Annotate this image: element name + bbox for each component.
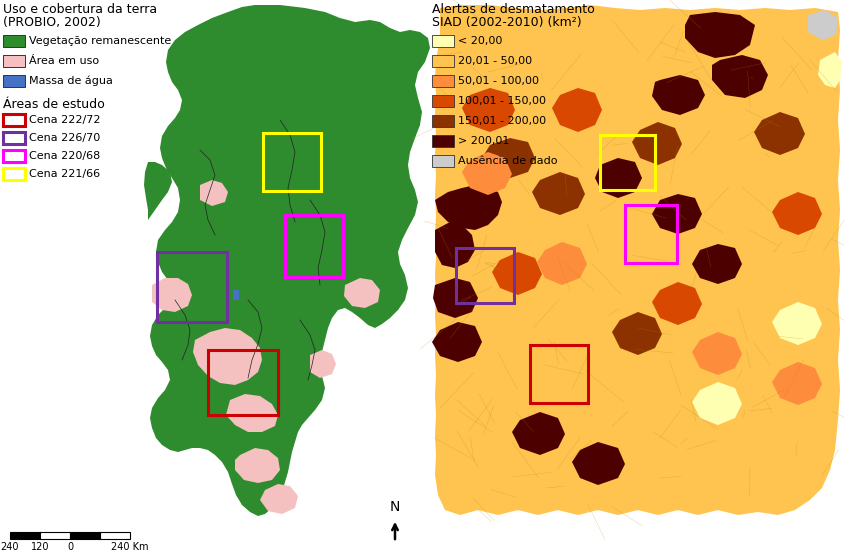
Text: Cena 226/70: Cena 226/70 [29, 133, 100, 143]
Bar [3, 75, 25, 87]
Polygon shape [432, 278, 478, 318]
Polygon shape [200, 180, 228, 206]
Polygon shape [652, 194, 701, 234]
Bar [529, 345, 587, 403]
Polygon shape [771, 302, 821, 345]
Bar [157, 252, 227, 322]
Bar [431, 55, 453, 67]
Text: 100,01 - 150,00: 100,01 - 150,00 [457, 96, 545, 106]
Polygon shape [435, 185, 501, 230]
Polygon shape [260, 484, 298, 514]
Polygon shape [143, 162, 172, 220]
Polygon shape [462, 88, 514, 132]
Text: Vegetação remanescente: Vegetação remanescente [29, 36, 171, 46]
Polygon shape [537, 242, 587, 285]
Polygon shape [753, 112, 804, 155]
Text: 0: 0 [67, 542, 73, 551]
Bar [10, 532, 40, 539]
Bar [100, 532, 130, 539]
Polygon shape [611, 312, 661, 355]
Bar [625, 205, 676, 263]
Bar [431, 115, 453, 127]
Polygon shape [310, 350, 336, 378]
Polygon shape [817, 52, 841, 88]
Text: 240 Km: 240 Km [111, 542, 149, 551]
Text: 240: 240 [1, 542, 19, 551]
Polygon shape [551, 88, 601, 132]
Polygon shape [711, 55, 767, 98]
Polygon shape [435, 5, 839, 515]
Text: Área em uso: Área em uso [29, 56, 99, 66]
Text: Áreas de estudo: Áreas de estudo [3, 98, 105, 111]
Bar [431, 35, 453, 47]
Bar [3, 132, 25, 144]
Polygon shape [807, 10, 837, 40]
Polygon shape [631, 122, 681, 165]
Text: (PROBIO, 2002): (PROBIO, 2002) [3, 16, 100, 29]
Bar [3, 114, 25, 126]
Bar [456, 248, 513, 303]
Polygon shape [771, 362, 821, 405]
Polygon shape [344, 278, 380, 308]
Polygon shape [481, 138, 534, 178]
Bar [3, 150, 25, 162]
Text: Ausência de dado: Ausência de dado [457, 156, 557, 166]
Polygon shape [225, 394, 278, 432]
Bar [208, 350, 278, 415]
Text: < 20,00: < 20,00 [457, 36, 502, 46]
Text: 120: 120 [30, 542, 49, 551]
Polygon shape [771, 192, 821, 235]
Text: 20,01 - 50,00: 20,01 - 50,00 [457, 56, 532, 66]
Polygon shape [491, 252, 541, 295]
Polygon shape [152, 278, 192, 312]
Bar [431, 95, 453, 107]
Bar [233, 290, 239, 300]
Bar [40, 532, 70, 539]
Text: > 200,01: > 200,01 [457, 136, 509, 146]
Polygon shape [235, 448, 279, 483]
Polygon shape [691, 382, 741, 425]
Polygon shape [594, 158, 641, 198]
Bar [431, 155, 453, 167]
Polygon shape [684, 12, 754, 58]
Text: SIAD (2002-2010) (km²): SIAD (2002-2010) (km²) [431, 16, 581, 29]
Bar [599, 135, 654, 190]
Bar [262, 133, 321, 191]
Polygon shape [691, 332, 741, 375]
Text: Cena 220/68: Cena 220/68 [29, 151, 100, 161]
Polygon shape [150, 5, 430, 516]
Polygon shape [431, 322, 481, 362]
Polygon shape [652, 282, 701, 325]
Text: Cena 222/72: Cena 222/72 [29, 115, 100, 125]
Bar [431, 75, 453, 87]
Text: Cena 221/66: Cena 221/66 [29, 169, 100, 179]
Polygon shape [691, 244, 741, 284]
Text: N: N [389, 500, 400, 514]
Bar [284, 215, 343, 277]
Bar [3, 168, 25, 180]
Polygon shape [571, 442, 625, 485]
Bar [3, 55, 25, 67]
Polygon shape [511, 412, 565, 455]
Bar [431, 135, 453, 147]
Text: Uso e cobertura da terra: Uso e cobertura da terra [3, 3, 157, 16]
Text: 50,01 - 100,00: 50,01 - 100,00 [457, 76, 538, 86]
Text: Massa de água: Massa de água [29, 75, 113, 87]
Polygon shape [462, 152, 511, 195]
Bar [70, 532, 100, 539]
Bar [3, 35, 25, 47]
Text: 150,01 - 200,00: 150,01 - 200,00 [457, 116, 545, 126]
Polygon shape [532, 172, 584, 215]
Polygon shape [652, 75, 704, 115]
Polygon shape [192, 328, 262, 385]
Polygon shape [435, 222, 474, 268]
Text: Alertas de desmatamento: Alertas de desmatamento [431, 3, 594, 16]
